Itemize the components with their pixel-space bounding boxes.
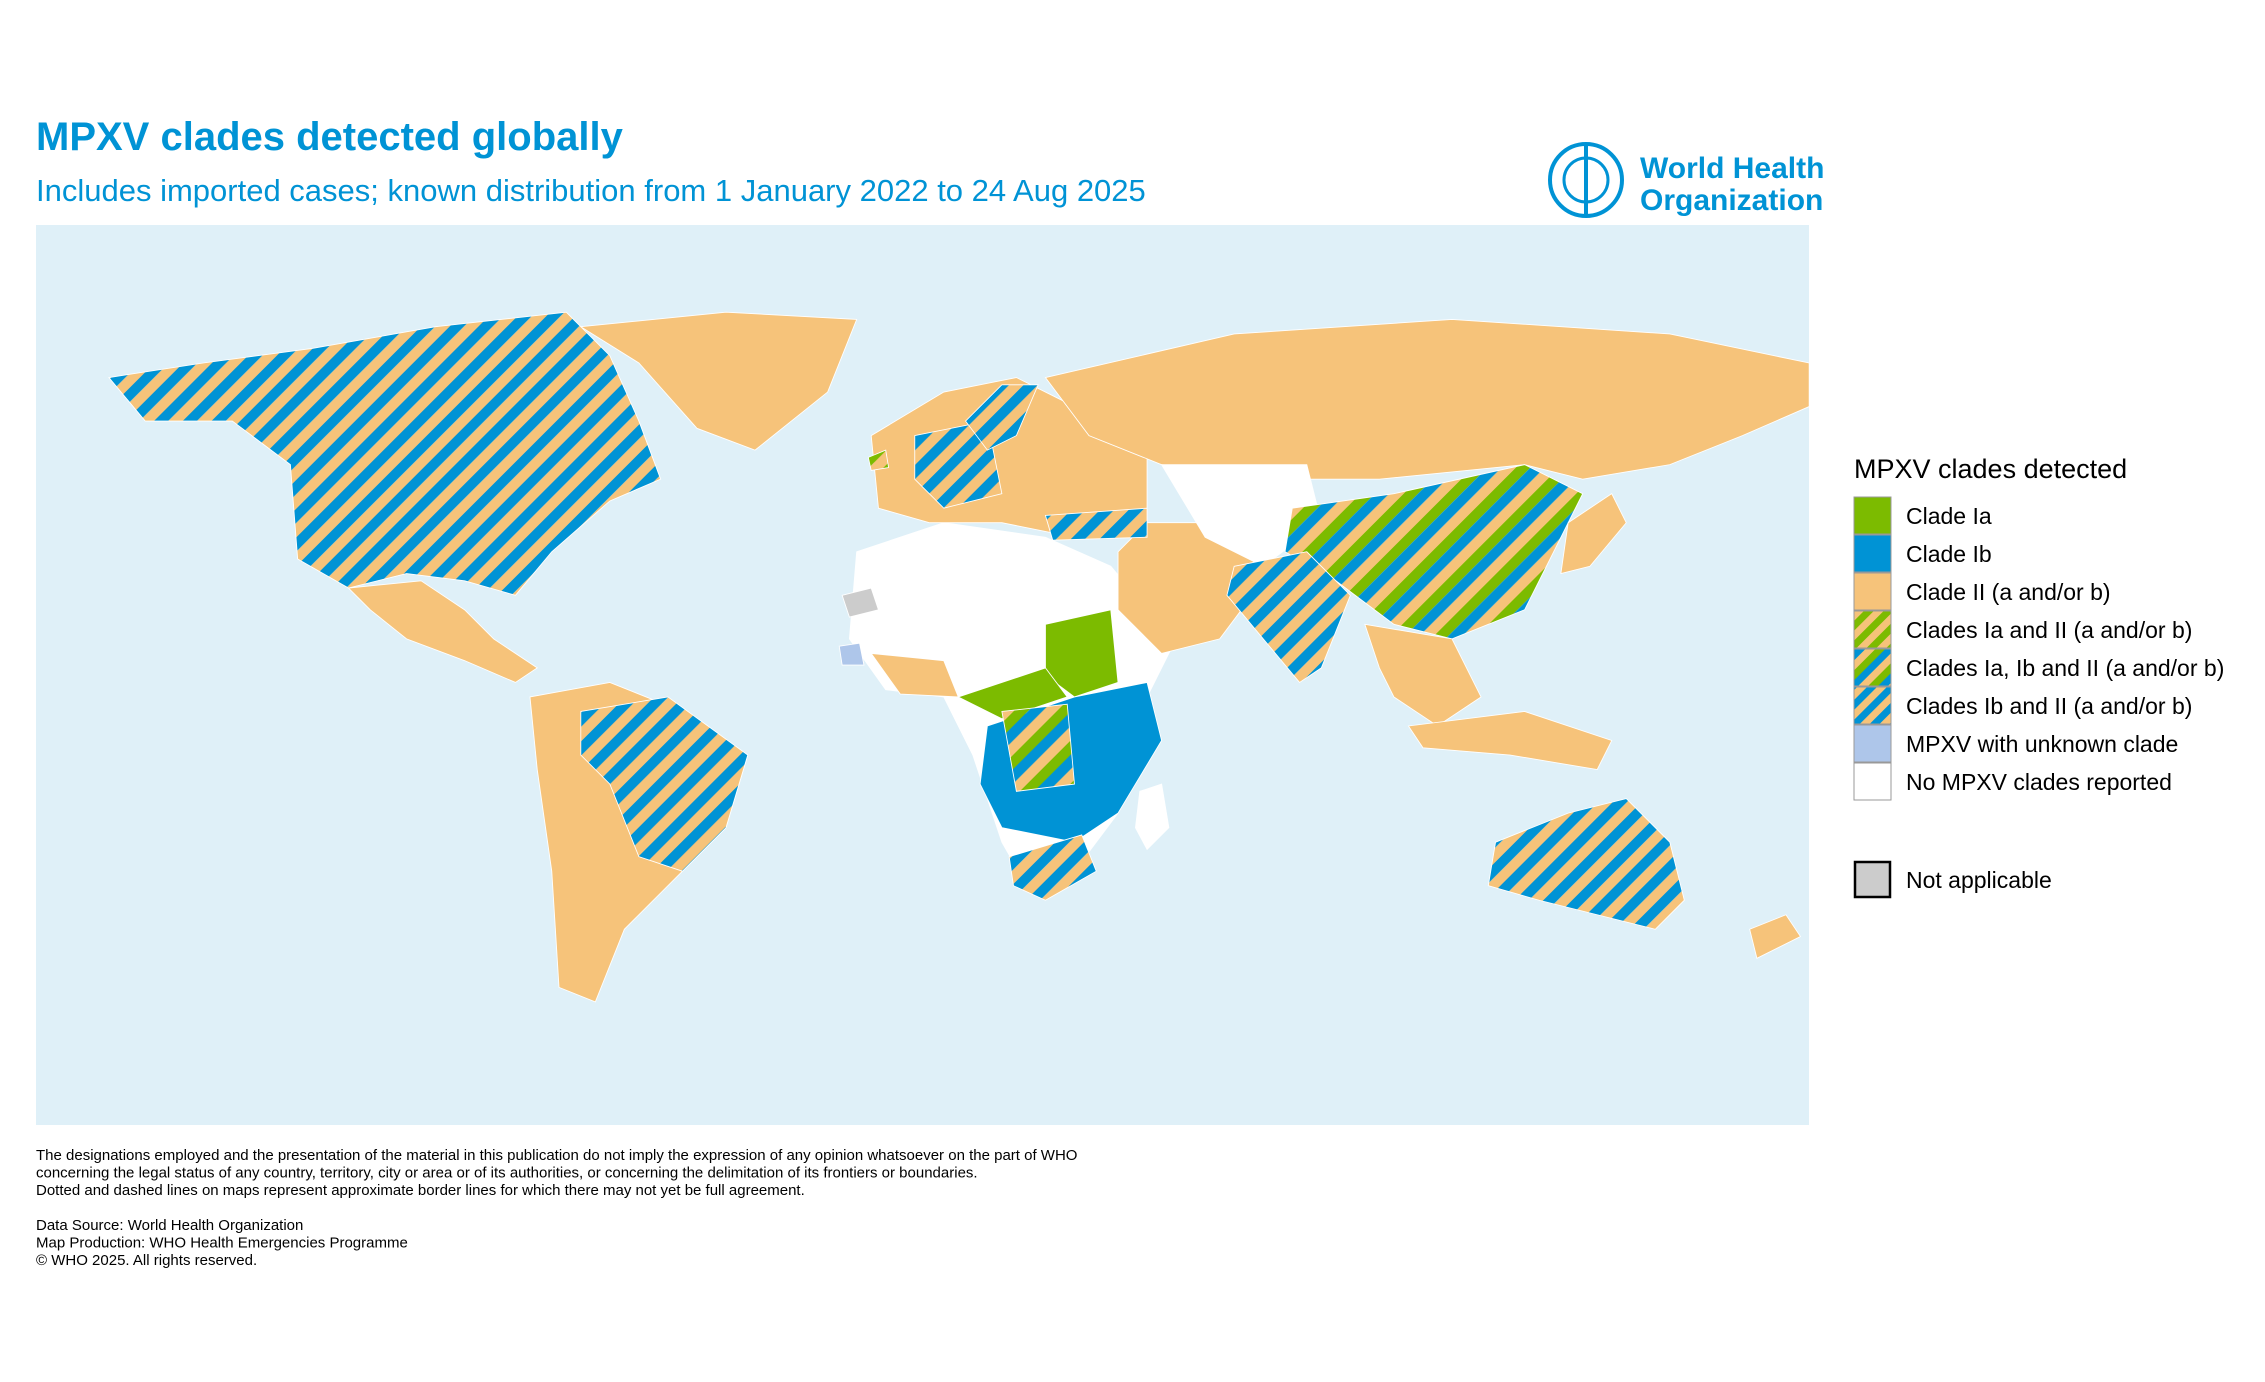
disclaimer-line: The designations employed and the presen… <box>36 1147 1077 1164</box>
legend-label: MPXV with unknown clade <box>1906 731 2178 757</box>
legend-label: Clade II (a and/or b) <box>1906 579 2111 605</box>
legend-title: MPXV clades detected <box>1854 454 2127 484</box>
country-area <box>1226 551 1351 684</box>
legend-swatch <box>1853 860 1892 899</box>
country-area <box>841 587 880 618</box>
country-area <box>867 449 890 471</box>
country-area <box>1135 783 1170 851</box>
country-area <box>580 696 749 872</box>
legend: Clade Ia Clade Ib Clade II (a and/or b) Cla… <box>1853 496 2224 899</box>
source-line: Data Source: World Health Organization <box>36 1217 303 1234</box>
country-area <box>1560 493 1627 575</box>
logo-text: World Health <box>1640 152 1824 185</box>
country-area <box>1487 798 1685 930</box>
logo-emblem <box>1548 142 1624 218</box>
country-area <box>957 667 1068 720</box>
country-area <box>1407 711 1613 771</box>
source-line: Map Production: WHO Health Emergencies P… <box>36 1235 408 1252</box>
country-area <box>1044 507 1148 541</box>
country-area <box>838 642 865 666</box>
country-area <box>1008 834 1097 901</box>
country-area <box>870 652 959 698</box>
legend-swatch <box>1853 496 1892 535</box>
legend-swatch <box>1853 648 1892 687</box>
legend-label: Clades Ib and II (a and/or b) <box>1906 693 2192 719</box>
legend-swatch <box>1853 686 1892 725</box>
legend-label: Not applicable <box>1906 867 2052 893</box>
legend-swatch <box>1853 572 1892 611</box>
legend-label: Clade Ib <box>1906 541 1992 567</box>
legend-label: Clades Ia, Ib and II (a and/or b) <box>1906 655 2224 681</box>
country-area <box>1001 703 1075 792</box>
subtitle: Includes imported cases; known distribut… <box>36 173 1146 208</box>
country-area <box>108 311 662 596</box>
country-area <box>1045 609 1119 698</box>
country-area <box>965 384 1039 451</box>
disclaimer-line: Dotted and dashed lines on maps represen… <box>36 1182 805 1199</box>
legend-label: No MPXV clades reported <box>1906 769 2172 795</box>
legend-label: Clades Ia and II (a and/or b) <box>1906 617 2192 643</box>
country-area <box>579 311 858 451</box>
who-logo: World Health Organization <box>1548 142 1824 218</box>
legend-label: Clade Ia <box>1906 503 1992 529</box>
country-area <box>1749 914 1802 959</box>
country-area <box>347 580 539 683</box>
map <box>108 311 1810 1003</box>
footer: The designations employed and the presen… <box>36 1147 1077 1269</box>
legend-swatch <box>1853 610 1892 649</box>
logo-text: Organization <box>1640 184 1823 217</box>
source-line: © WHO 2025. All rights reserved. <box>36 1252 257 1269</box>
disclaimer-line: concerning the legal status of any count… <box>36 1165 978 1182</box>
legend-swatch <box>1853 762 1892 801</box>
legend-swatch <box>1853 724 1892 763</box>
title: MPXV clades detected globally <box>36 115 624 159</box>
legend-swatch <box>1853 534 1892 573</box>
